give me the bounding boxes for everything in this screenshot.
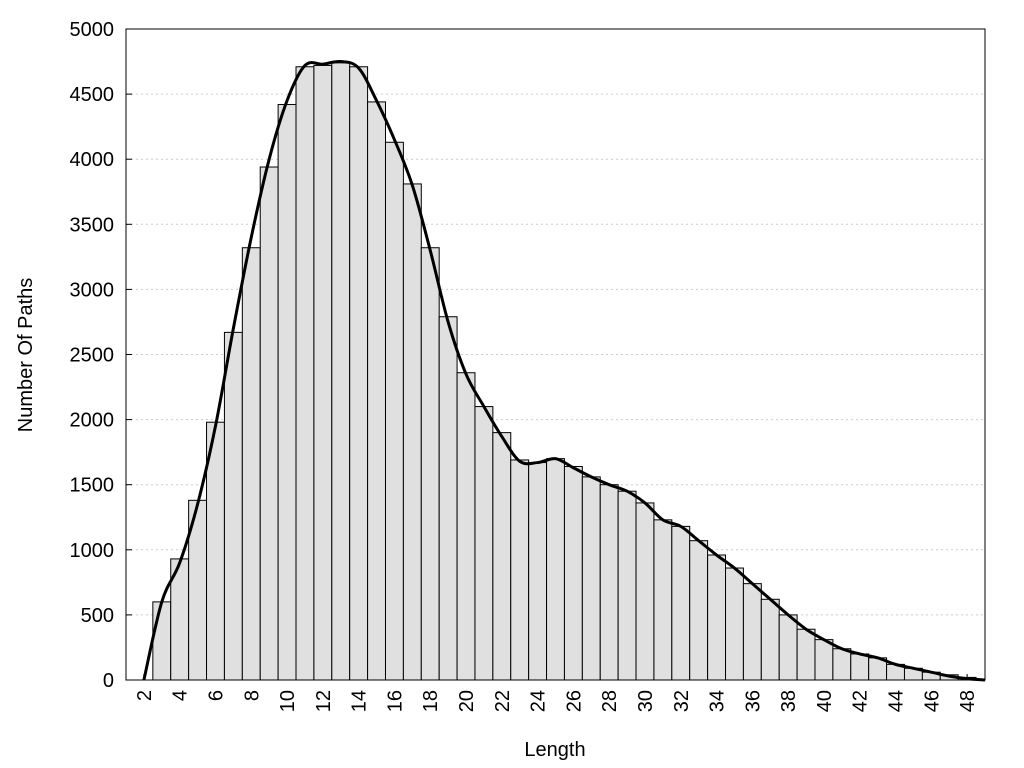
y-tick-label: 500 (81, 605, 114, 627)
y-tick-label: 2500 (70, 345, 115, 367)
x-tick-label: 40 (814, 690, 836, 712)
x-tick-label: 30 (635, 690, 657, 712)
x-tick-label: 22 (492, 690, 514, 712)
x-tick-label: 18 (420, 690, 442, 712)
bar (492, 432, 512, 681)
bar (563, 465, 583, 681)
bar (814, 639, 834, 681)
bar (295, 66, 315, 681)
bar (223, 331, 243, 681)
x-tick-label: 2 (134, 690, 156, 701)
bar (277, 104, 297, 681)
plot-frame (125, 28, 986, 681)
bar (313, 64, 333, 681)
bar (671, 525, 691, 681)
x-tick-label: 36 (742, 690, 764, 712)
bar (259, 166, 279, 681)
x-tick-label: 12 (313, 690, 335, 712)
x-tick-label: 34 (707, 690, 729, 712)
y-tick-label: 0 (103, 670, 114, 692)
bar (546, 458, 565, 681)
x-tick-label: 46 (921, 690, 943, 712)
bar (367, 101, 386, 681)
bar (420, 247, 440, 681)
x-tick-label: 24 (528, 690, 550, 712)
bar (653, 519, 673, 681)
bar (331, 62, 351, 681)
x-tick-label: 4 (170, 690, 192, 701)
x-tick-label: 32 (671, 690, 693, 712)
x-tick-label: 14 (349, 690, 371, 712)
x-tick-label: 42 (850, 690, 872, 712)
bar (725, 567, 744, 681)
x-tick-label: 28 (599, 690, 621, 712)
bar (707, 554, 727, 681)
bar (832, 648, 852, 681)
bar (402, 183, 422, 681)
bar (850, 653, 870, 681)
bar (510, 459, 530, 681)
bar (617, 490, 637, 681)
bar (599, 484, 619, 681)
y-tick-label: 3500 (70, 214, 115, 236)
y-tick-label: 1000 (70, 540, 115, 562)
bar (241, 247, 261, 681)
x-tick-label: 48 (957, 690, 979, 712)
bar (581, 476, 601, 681)
bar (384, 141, 404, 681)
y-tick-label: 5000 (70, 19, 115, 41)
bar (635, 502, 655, 681)
y-tick-label: 4500 (70, 84, 115, 106)
y-tick-label: 2000 (70, 410, 115, 432)
x-tick-label: 10 (277, 690, 299, 712)
x-tick-label: 8 (241, 690, 263, 701)
x-tick-label: 16 (384, 690, 406, 712)
density-line (142, 59, 986, 682)
bar (456, 372, 476, 681)
x-tick-label: 20 (456, 690, 478, 712)
bar (349, 66, 369, 681)
bar (152, 601, 172, 681)
y-tick-label: 1500 (70, 475, 115, 497)
bar (528, 462, 548, 681)
x-tick-label: 38 (778, 690, 800, 712)
bar (796, 628, 816, 681)
bar (760, 598, 780, 681)
bar (742, 583, 762, 681)
x-tick-label: 6 (205, 690, 227, 701)
x-tick-label: 44 (886, 690, 908, 712)
bar (778, 614, 798, 681)
bar (438, 316, 458, 681)
x-axis-label: Length (524, 739, 585, 761)
y-tick-label: 4000 (70, 149, 115, 171)
y-axis-label: Number Of Paths (15, 278, 37, 433)
x-tick-label: 26 (563, 690, 585, 712)
y-tick-label: 3000 (70, 279, 115, 301)
bar (474, 406, 494, 681)
bar (689, 540, 709, 681)
